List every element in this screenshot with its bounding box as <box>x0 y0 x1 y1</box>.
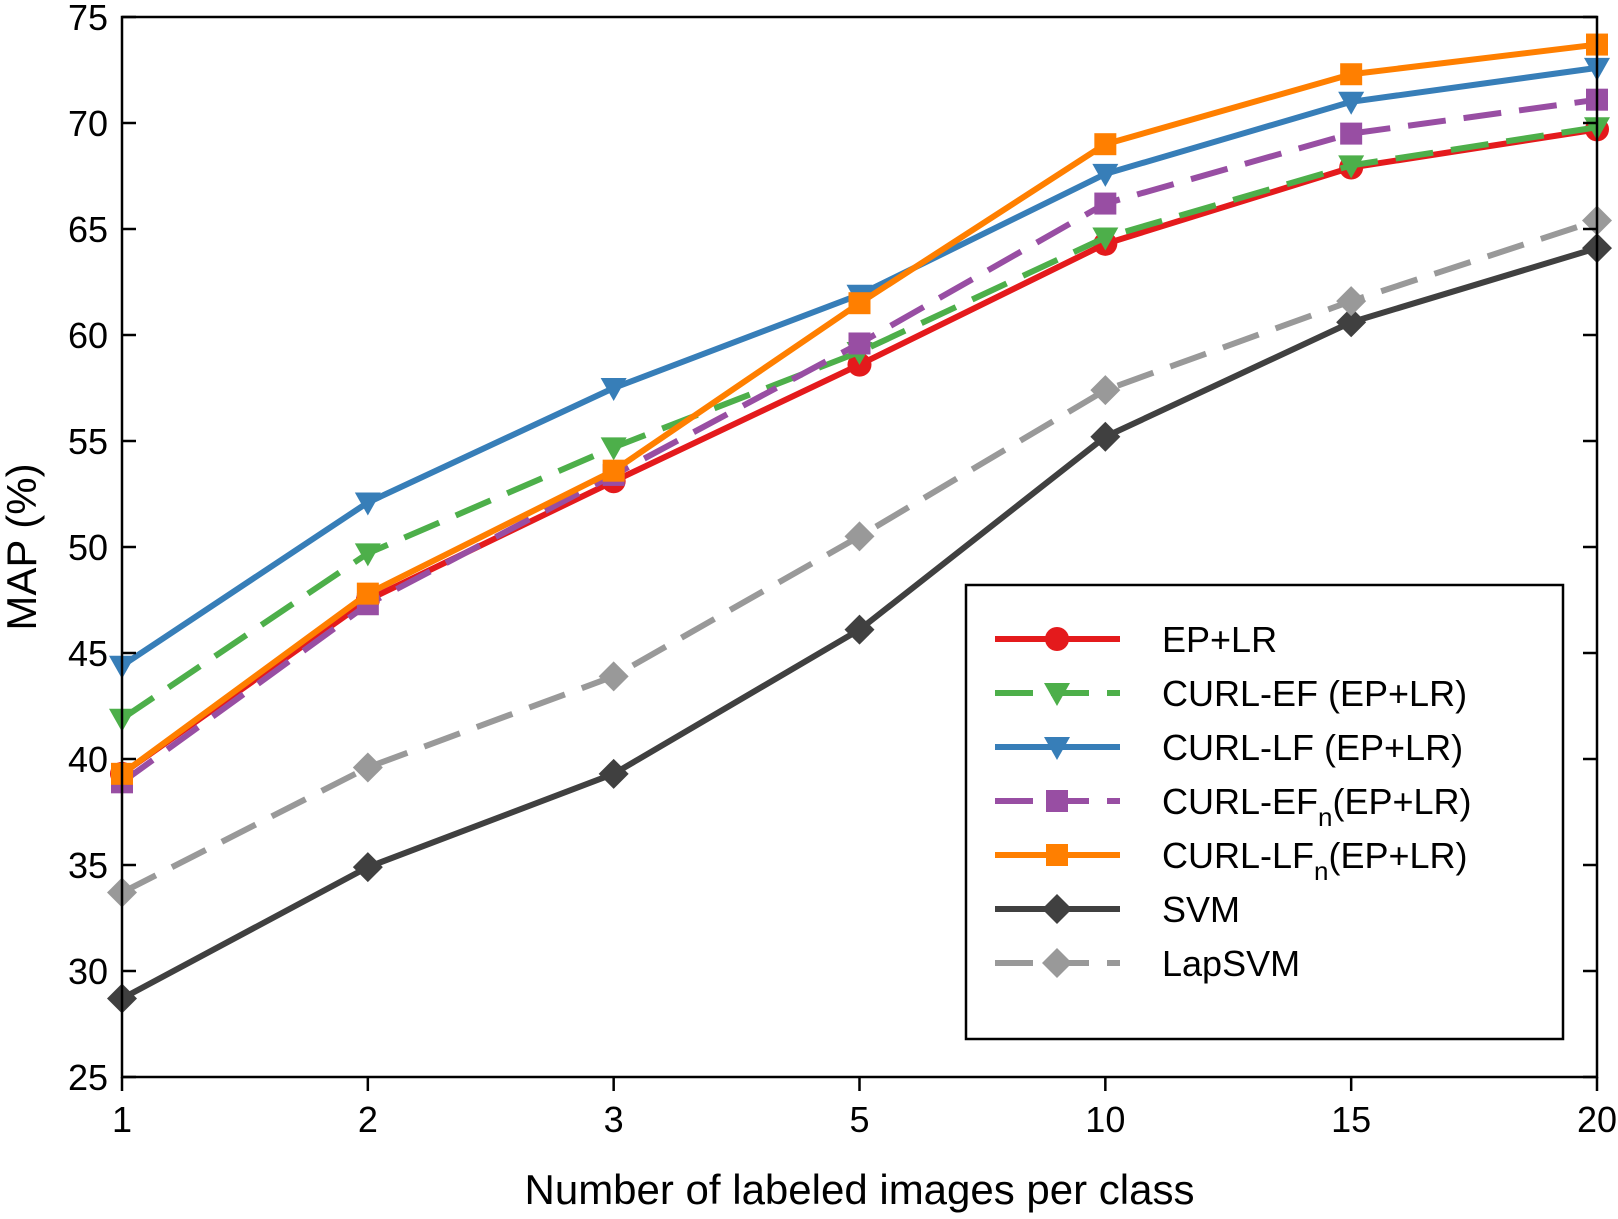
data-point <box>1340 63 1363 86</box>
legend-item: CURL-LF (EP+LR) <box>995 727 1463 768</box>
data-point <box>1092 163 1119 187</box>
legend-marker <box>1042 948 1072 978</box>
data-point <box>844 614 875 645</box>
y-axis-label: MAP (%) <box>0 463 45 630</box>
x-tick-label: 2 <box>358 1099 378 1140</box>
data-point <box>1094 192 1117 215</box>
legend-marker <box>1044 737 1070 760</box>
legend-marker <box>1044 683 1070 706</box>
data-point <box>1094 133 1117 156</box>
data-point <box>598 758 629 789</box>
legend-label: LapSVM <box>1162 943 1300 984</box>
legend-marker <box>1042 894 1072 924</box>
y-tick-label: 40 <box>68 739 108 780</box>
data-point <box>848 292 871 315</box>
data-point <box>352 752 383 783</box>
data-point <box>352 852 383 883</box>
series-6 <box>107 205 1612 908</box>
y-tick-label: 45 <box>68 633 108 674</box>
y-tick-label: 75 <box>68 0 108 38</box>
y-tick-label: 65 <box>68 209 108 250</box>
legend: EP+LR CURL-EF (EP+LR) CURL-LF (EP+LR) CURL-… <box>964 583 1565 1041</box>
y-tick-label: 60 <box>68 315 108 356</box>
data-point <box>1340 122 1363 145</box>
data-point <box>1336 307 1367 338</box>
x-axis-label: Number of labeled images per class <box>525 1166 1195 1213</box>
legend-label: CURL-LFn(EP+LR) <box>1162 835 1468 886</box>
y-tick-label: 55 <box>68 421 108 462</box>
legend-label: CURL-LF (EP+LR) <box>1162 727 1463 768</box>
legend-item: LapSVM <box>995 943 1300 984</box>
data-point <box>1090 375 1121 406</box>
data-point <box>598 661 629 692</box>
data-point <box>1090 421 1121 452</box>
data-point <box>356 582 379 605</box>
legend-item: CURL-EF (EP+LR) <box>995 673 1467 714</box>
legend-marker <box>1045 627 1069 651</box>
legend-item: CURL-EFn(EP+LR) <box>995 781 1472 832</box>
data-point <box>848 332 871 355</box>
data-point <box>354 492 381 516</box>
legend-label: CURL-EF (EP+LR) <box>1162 673 1467 714</box>
x-tick-label: 3 <box>604 1099 624 1140</box>
data-point <box>600 437 627 461</box>
legend-marker <box>1046 844 1068 866</box>
legend-item: SVM <box>995 889 1240 930</box>
legend-item: EP+LR <box>995 619 1277 660</box>
data-point <box>1092 227 1119 251</box>
data-point <box>1338 155 1365 179</box>
x-tick-label: 20 <box>1577 1099 1617 1140</box>
y-tick-label: 25 <box>68 1057 108 1098</box>
data-point <box>1336 286 1367 317</box>
data-point <box>1338 91 1365 115</box>
data-point <box>354 543 381 567</box>
x-tick-label: 10 <box>1085 1099 1125 1140</box>
series-5 <box>107 233 1612 1014</box>
legend-label: CURL-EFn(EP+LR) <box>1162 781 1472 832</box>
y-tick-label: 35 <box>68 845 108 886</box>
x-tick-label: 5 <box>849 1099 869 1140</box>
data-point <box>600 378 627 401</box>
y-tick-label: 50 <box>68 527 108 568</box>
x-tick-label: 1 <box>112 1099 132 1140</box>
x-tick-label: 15 <box>1331 1099 1371 1140</box>
legend-item: CURL-LFn(EP+LR) <box>995 835 1468 886</box>
y-tick-label: 30 <box>68 951 108 992</box>
data-point <box>602 459 625 482</box>
data-point <box>844 521 875 552</box>
legend-marker <box>1046 790 1068 812</box>
legend-label: EP+LR <box>1162 619 1277 660</box>
legend-label: SVM <box>1162 889 1240 930</box>
y-tick-label: 70 <box>68 103 108 144</box>
